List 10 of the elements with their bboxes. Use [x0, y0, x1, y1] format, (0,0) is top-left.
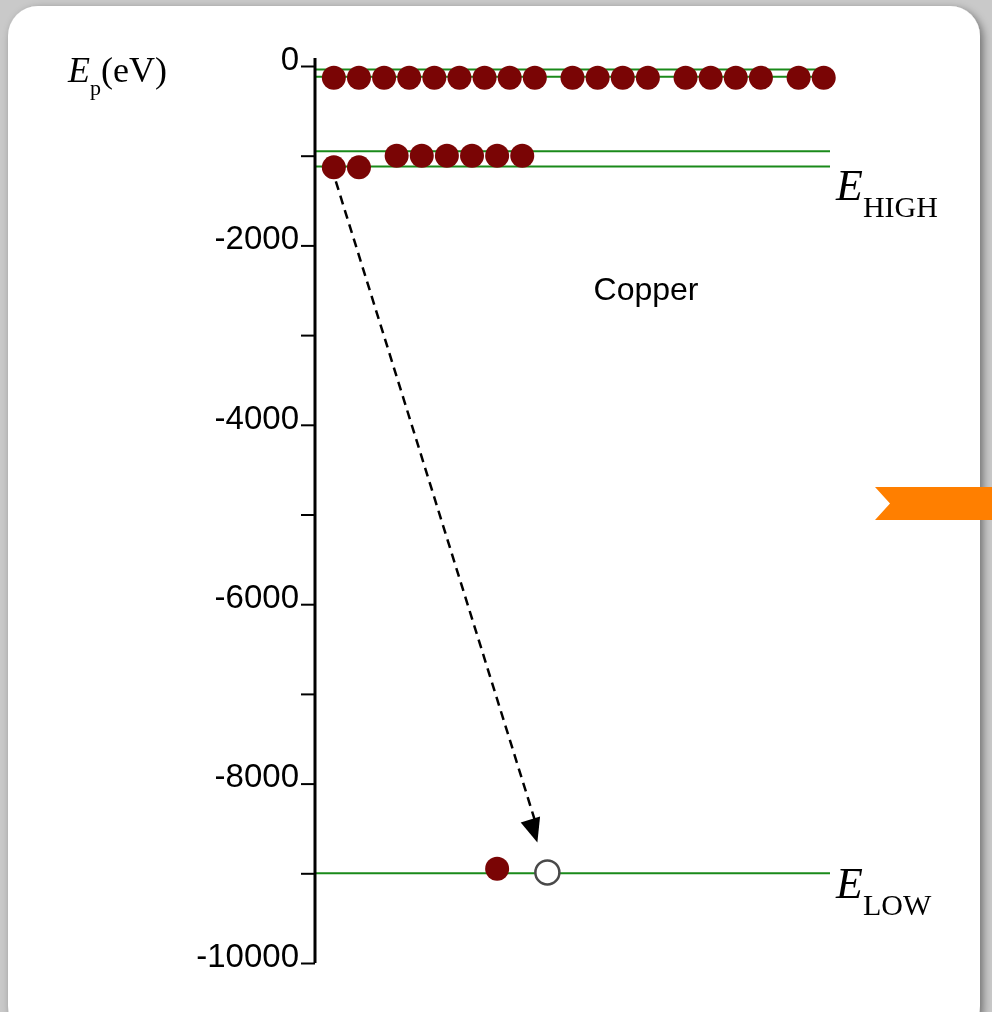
y-tick-label: -10000 [196, 936, 299, 974]
y-axis-title: E$_{p}$(eV) [67, 50, 167, 100]
y-tick-label: 0 [280, 39, 299, 77]
y-tick-label: -6000 [214, 578, 299, 615]
text: E$_{LOW}$ [835, 859, 932, 921]
y-tick-label: -2000 [214, 219, 299, 257]
text: E$_{HIGH}$ [835, 161, 938, 223]
y-tick-label: -8000 [214, 757, 299, 795]
y-tick-label: -4000 [214, 398, 299, 436]
annotation: Copper [593, 271, 699, 307]
